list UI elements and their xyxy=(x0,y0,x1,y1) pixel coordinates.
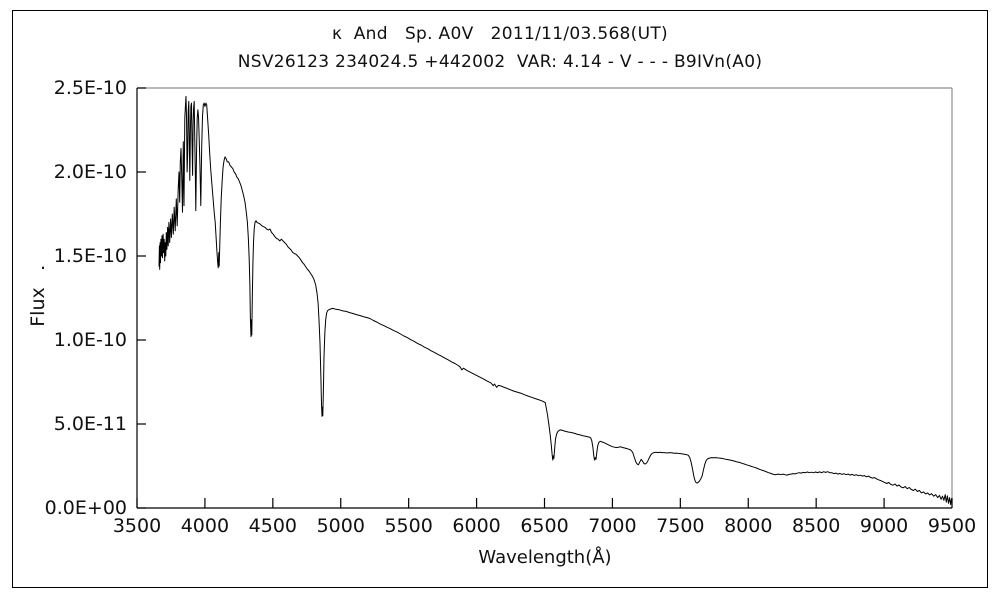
y-tick-label: 1.0E-10 xyxy=(53,329,127,351)
x-tick-label: 7000 xyxy=(588,515,637,537)
y-tick-label: 2.5E-10 xyxy=(53,77,127,99)
y-tick-label: 0.0E+00 xyxy=(44,497,127,519)
x-tick-label: 9000 xyxy=(859,515,909,537)
x-tick-label: 5000 xyxy=(316,515,365,537)
x-tick-label: 8500 xyxy=(791,515,841,537)
x-tick-label: 4000 xyxy=(180,515,230,537)
x-tick-label: 5500 xyxy=(384,515,433,537)
x-tick-label: 7500 xyxy=(656,515,705,537)
stray-mark: . xyxy=(40,252,47,274)
y-tick-label: 5.0E-11 xyxy=(53,413,127,435)
y-axis-label: Flux xyxy=(27,287,49,327)
spectrum-line xyxy=(158,95,953,506)
y-tick-label: 1.5E-10 xyxy=(53,245,127,267)
axis-ticks xyxy=(136,87,953,509)
chart-title-line2: NSV26123 234024.5 +442002 VAR: 4.14 - V … xyxy=(237,52,763,72)
chart-title-line1: κ And Sp. A0V 2011/11/03.568(UT) xyxy=(332,24,668,44)
x-tick-label: 3500 xyxy=(112,515,162,537)
plot-frame xyxy=(136,87,953,509)
x-tick-label: 9500 xyxy=(927,515,977,537)
x-axis-label: Wavelength(Å) xyxy=(478,547,612,568)
x-tick-label: 6000 xyxy=(452,515,501,537)
x-tick-label: 8000 xyxy=(724,515,773,537)
x-tick-label: 4500 xyxy=(248,515,297,537)
y-tick-label: 2.0E-10 xyxy=(53,161,127,183)
x-tick-label: 6500 xyxy=(520,515,569,537)
